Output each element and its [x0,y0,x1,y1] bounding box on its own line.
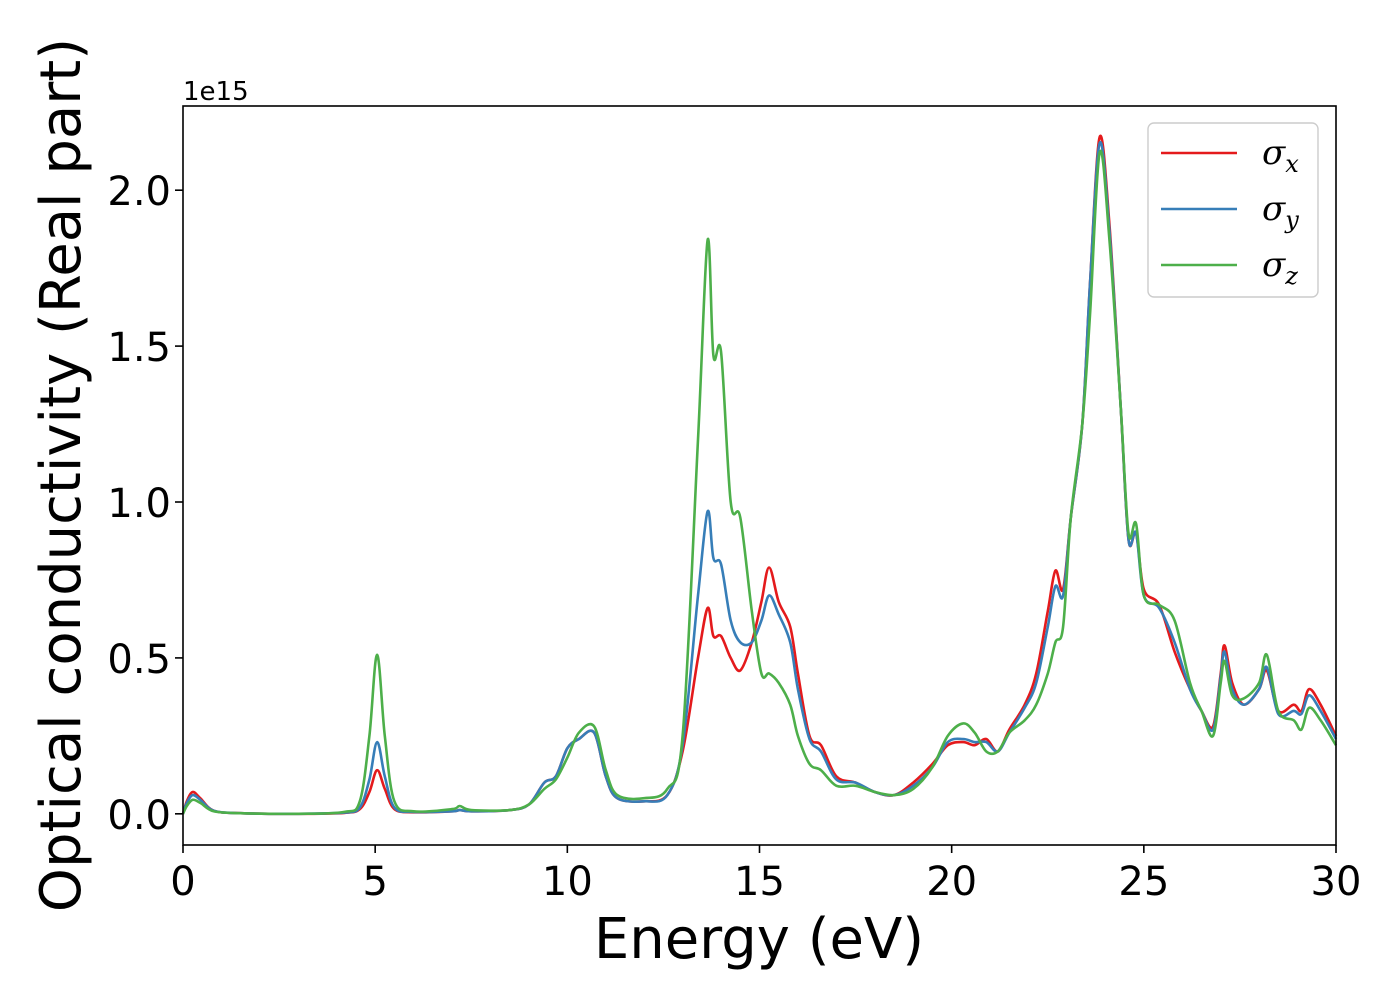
y-tick-label: 1.0 [107,481,171,527]
x-tick-label: 15 [734,859,785,905]
y-axis-label: Optical conductivity (Real part) [29,38,94,912]
y-tick-label: 0.0 [107,793,171,839]
x-tick-label: 5 [362,859,387,905]
y-axis-ticks: 0.0 0.5 1.0 1.5 2.0 [107,169,183,839]
series-line-z [181,149,1338,816]
x-axis-ticks: 0 5 10 15 20 25 30 [170,845,1361,905]
legend: σx σy σz [1147,122,1319,298]
x-tick-label: 20 [926,859,977,905]
x-axis-label: Energy (eV) [594,907,924,972]
y-tick-label: 2.0 [107,169,171,215]
legend-label-y: σy [1262,189,1299,234]
x-tick-label: 30 [1311,859,1362,905]
y-tick-label: 1.5 [107,325,171,371]
x-tick-label: 10 [542,859,593,905]
legend-label-z: σz [1262,245,1298,290]
series-line-y [181,140,1338,816]
x-tick-label: 0 [170,859,195,905]
legend-label-x: σx [1262,133,1299,178]
x-tick-label: 25 [1118,859,1169,905]
plot-background [183,106,1336,845]
series-layer [181,134,1338,816]
y-tick-label: 0.5 [107,637,171,683]
y-offset-label: 1e15 [183,77,249,107]
